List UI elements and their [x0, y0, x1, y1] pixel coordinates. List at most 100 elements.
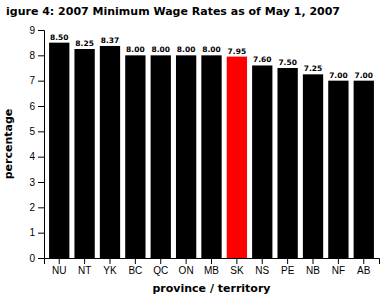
x-tick: QC: [153, 258, 168, 276]
y-tick: 5: [29, 126, 44, 137]
y-tick-label: 5: [29, 126, 35, 137]
x-tick-mark: [236, 258, 237, 264]
y-tick-mark: [38, 207, 44, 208]
data-labels: 8.50 8.25 8.37 8.00 8.00 8.00 8.00 7.95 7.60 7.50…: [50, 33, 373, 80]
bar: [252, 65, 272, 258]
data-label: 7.25: [304, 64, 323, 73]
data-label: 8.50: [50, 33, 69, 42]
x-tick: PE: [281, 258, 295, 276]
title: igure 4: 2007 Minimum Wage Rates as of M…: [6, 5, 340, 18]
data-label: 7.00: [329, 71, 348, 80]
bar: [49, 43, 69, 258]
y-axis-title: percentage: [2, 109, 15, 180]
x-tick-mark: [262, 258, 263, 264]
y-tick: 1: [29, 227, 44, 238]
y-tick: 3: [29, 177, 44, 188]
data-label: 8.25: [75, 39, 94, 48]
y-tick: 4: [29, 151, 44, 162]
x-tick-label: ON: [179, 265, 194, 276]
y-tick-label: 6: [29, 101, 35, 112]
bar: [227, 57, 247, 258]
x-tick-mark: [160, 258, 161, 264]
x-axis-line: [45, 259, 380, 265]
y-tick-label: 9: [29, 25, 35, 36]
y-tick: 0: [29, 253, 44, 264]
x-axis-title: province / territory: [152, 282, 270, 295]
y-tick-mark: [38, 258, 44, 259]
x-tick-label: NU: [52, 265, 66, 276]
data-label: 7.60: [253, 55, 272, 64]
x-tick-label: QC: [153, 265, 168, 276]
y-tick-label: 7: [29, 75, 35, 86]
x-tick-mark: [211, 258, 212, 264]
y-tick-label: 1: [29, 227, 35, 238]
y-tick-label: 0: [29, 253, 35, 264]
x-axis: NU NT YK BC QC ON MB SK NS PE NB NF AB: [45, 258, 380, 276]
x-tick: BC: [128, 258, 142, 276]
y-tick: 9: [29, 25, 44, 36]
data-label: 8.00: [126, 45, 145, 54]
y-axis-line: [38, 31, 45, 259]
bar: [277, 68, 297, 258]
bar: [125, 55, 145, 258]
x-tick-label: NT: [78, 265, 91, 276]
x-tick-label: YK: [103, 265, 117, 276]
x-tick-label: NB: [306, 265, 320, 276]
data-label: 8.00: [177, 45, 196, 54]
y-axis: 0 1 2 3 4 5 6 7 8 9: [29, 25, 44, 264]
x-tick-mark: [84, 258, 85, 264]
x-tick-label: NS: [255, 265, 269, 276]
x-tick-label: AB: [357, 265, 371, 276]
y-tick-label: 3: [29, 177, 35, 188]
y-tick-mark: [38, 81, 44, 82]
x-tick: ON: [179, 258, 194, 276]
y-tick: 7: [29, 75, 44, 86]
y-tick-mark: [38, 131, 44, 132]
x-tick-mark: [338, 258, 339, 264]
bar: [201, 55, 221, 258]
x-tick-label: BC: [128, 265, 142, 276]
x-tick-mark: [109, 258, 110, 264]
chart: igure 4: 2007 Minimum Wage Rates as of M…: [0, 0, 389, 300]
x-tick-mark: [59, 258, 60, 264]
y-tick-mark: [38, 30, 44, 31]
bar: [100, 46, 120, 258]
bar: [151, 55, 171, 258]
y-tick-label: 2: [29, 202, 35, 213]
plot: 0 1 2 3 4 5 6 7 8 9 NU NT YK BC QC ON MB SK NS PE NB NF AB 8.50…: [2, 25, 380, 295]
data-label: 7.95: [228, 47, 247, 56]
x-tick: NS: [255, 258, 269, 276]
data-label: 7.50: [278, 58, 297, 67]
bar: [354, 81, 374, 258]
x-tick: NF: [332, 258, 345, 276]
bars: [49, 43, 374, 258]
y-tick-mark: [38, 106, 44, 107]
x-tick-mark: [186, 258, 187, 264]
x-tick-mark: [313, 258, 314, 264]
y-tick-mark: [38, 55, 44, 56]
x-tick: NT: [78, 258, 91, 276]
y-tick-mark: [38, 233, 44, 234]
x-tick: YK: [103, 258, 117, 276]
y-tick: 8: [29, 50, 44, 61]
data-label: 8.00: [151, 45, 170, 54]
data-label: 7.00: [355, 71, 374, 80]
data-label: 8.37: [101, 36, 120, 45]
y-tick-label: 8: [29, 50, 35, 61]
y-tick-label: 4: [29, 151, 35, 162]
x-tick: AB: [357, 258, 371, 276]
x-tick: SK: [230, 258, 244, 276]
x-tick-mark: [135, 258, 136, 264]
y-tick-mark: [38, 157, 44, 158]
x-tick-mark: [287, 258, 288, 264]
data-label: 8.00: [202, 45, 221, 54]
x-tick: NU: [52, 258, 66, 276]
x-tick-label: MB: [204, 265, 219, 276]
x-tick-label: SK: [230, 265, 244, 276]
x-tick-label: NF: [332, 265, 345, 276]
y-tick: 6: [29, 101, 44, 112]
y-tick: 2: [29, 202, 44, 213]
y-tick-mark: [38, 182, 44, 183]
bar: [74, 49, 94, 258]
bar: [176, 55, 196, 258]
